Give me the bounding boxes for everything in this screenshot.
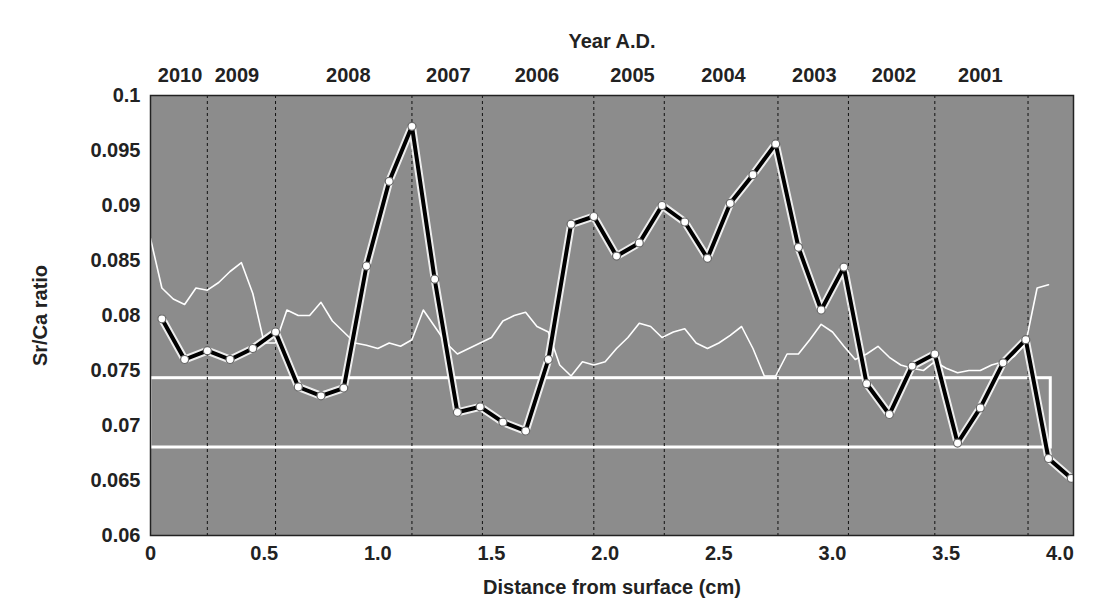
svg-text:2.5: 2.5	[705, 542, 733, 564]
svg-text:2009: 2009	[215, 64, 260, 86]
svg-text:2008: 2008	[326, 64, 371, 86]
svg-text:2006: 2006	[515, 64, 560, 86]
svg-text:3.0: 3.0	[819, 542, 847, 564]
svg-text:2001: 2001	[958, 64, 1003, 86]
svg-text:4.0: 4.0	[1046, 542, 1074, 564]
svg-text:2003: 2003	[792, 64, 837, 86]
svg-text:1.0: 1.0	[364, 542, 392, 564]
svg-text:Sr/Ca ratio: Sr/Ca ratio	[29, 265, 51, 366]
svg-text:0.07: 0.07	[102, 414, 141, 436]
svg-text:0.065: 0.065	[90, 469, 140, 491]
svg-text:2004: 2004	[701, 64, 746, 86]
svg-text:2002: 2002	[872, 64, 917, 86]
svg-text:2.0: 2.0	[591, 542, 619, 564]
svg-text:2005: 2005	[610, 64, 655, 86]
svg-text:0.06: 0.06	[102, 524, 141, 546]
svg-text:3.5: 3.5	[932, 542, 960, 564]
svg-text:2010: 2010	[158, 64, 203, 86]
svg-text:0.09: 0.09	[102, 194, 141, 216]
svg-text:0: 0	[145, 542, 156, 564]
svg-text:Distance from surface (cm): Distance from surface (cm)	[483, 576, 741, 598]
svg-text:Year A.D.: Year A.D.	[568, 30, 655, 52]
svg-text:2007: 2007	[426, 64, 471, 86]
svg-text:0.085: 0.085	[90, 249, 140, 271]
svg-text:0.075: 0.075	[90, 359, 140, 381]
svg-text:0.5: 0.5	[250, 542, 278, 564]
svg-text:0.08: 0.08	[102, 304, 141, 326]
svg-text:1.5: 1.5	[478, 542, 506, 564]
svg-text:0.095: 0.095	[90, 139, 140, 161]
svg-text:0.1: 0.1	[113, 84, 141, 106]
